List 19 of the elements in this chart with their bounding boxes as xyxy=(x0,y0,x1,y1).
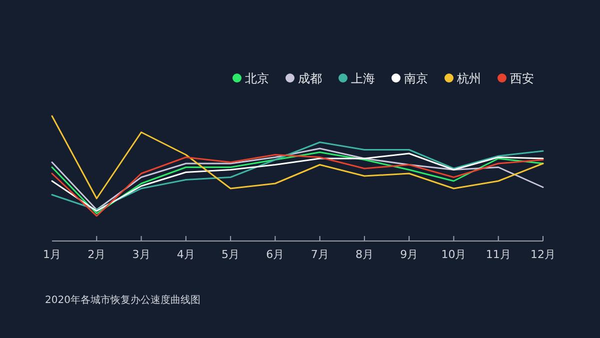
legend-label: 北京 xyxy=(245,72,269,86)
legend-label: 上海 xyxy=(351,72,375,86)
x-tick-label: 12月 xyxy=(530,248,556,261)
x-tick-label: 1月 xyxy=(43,248,61,261)
x-tick-label: 5月 xyxy=(222,248,240,261)
x-tick-label: 3月 xyxy=(132,248,150,261)
x-tick-label: 10月 xyxy=(441,248,466,261)
text: 2020年各城市恢复办公速度曲线图 xyxy=(45,294,200,306)
x-tick-label: 9月 xyxy=(400,248,418,261)
x-tick-label: 6月 xyxy=(266,248,284,261)
x-tick-label: 2月 xyxy=(88,248,106,261)
x-tick-label: 7月 xyxy=(310,248,329,261)
x-tick-label: 8月 xyxy=(355,248,374,261)
legend-label: 成都 xyxy=(298,72,322,86)
legend-label: 西安 xyxy=(510,72,534,86)
legend-label: 南京 xyxy=(404,72,428,86)
legend-label: 杭州 xyxy=(456,72,481,86)
x-tick-label: 11月 xyxy=(486,248,511,261)
x-tick-label: 4月 xyxy=(176,248,195,261)
